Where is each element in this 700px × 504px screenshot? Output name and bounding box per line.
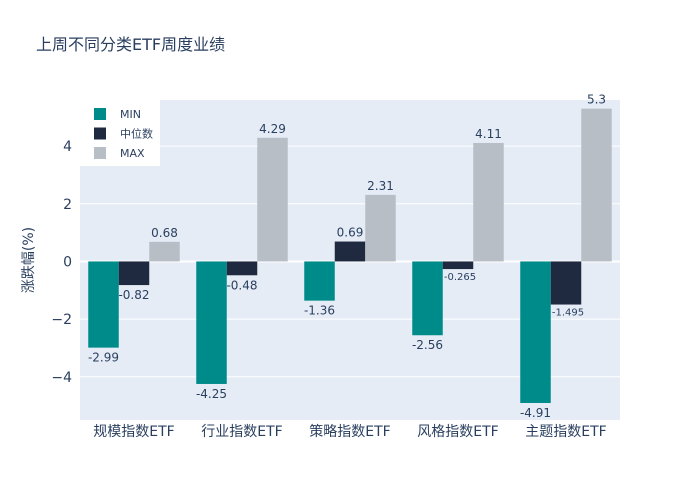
bar[interactable]: [365, 194, 396, 262]
y-tick-label: 4: [63, 139, 72, 155]
legend[interactable]: MIN 中位数 MAX: [80, 100, 160, 166]
x-tick-label: 行业指数ETF: [201, 424, 282, 440]
bar[interactable]: [442, 261, 474, 270]
data-label: -0.48: [226, 278, 257, 292]
bar[interactable]: [412, 261, 443, 336]
y-tick-label: 2: [63, 197, 72, 213]
bar[interactable]: [520, 261, 551, 403]
legend-label: MIN: [120, 108, 141, 121]
data-label: 2.31: [367, 179, 394, 193]
data-label: -1.36: [304, 304, 335, 318]
x-tick-label: 风格指数ETF: [417, 424, 498, 440]
data-label: -4.91: [520, 406, 551, 420]
data-label: -0.82: [118, 288, 149, 302]
legend-label: 中位数: [120, 127, 153, 141]
data-label: -1.495: [552, 308, 584, 319]
data-label: 4.29: [259, 122, 286, 136]
bar[interactable]: [257, 137, 288, 262]
bar[interactable]: [88, 261, 119, 348]
x-ticks-layer: 规模指数ETF 行业指数ETF 策略指数ETF 风格指数ETF 主题指数ETF: [93, 423, 606, 440]
x-tick-label: 主题指数ETF: [525, 424, 606, 440]
y-tick-label: −4: [51, 370, 72, 386]
y-ticks-layer: −4 −2 0 2 4: [51, 139, 72, 386]
data-label: 4.11: [475, 127, 502, 141]
bar[interactable]: [550, 261, 582, 305]
legend-swatch[interactable]: [94, 147, 106, 159]
data-label: -2.99: [88, 351, 119, 365]
data-label: -4.25: [196, 387, 227, 401]
data-label: 0.68: [151, 226, 178, 240]
y-axis-title: 涨跌幅(%): [21, 227, 37, 293]
bars-layer: [88, 108, 612, 403]
legend-swatch[interactable]: [94, 127, 106, 140]
legend-background: [80, 100, 160, 166]
legend-swatch[interactable]: [94, 108, 106, 120]
bar[interactable]: [473, 142, 504, 262]
bar[interactable]: [149, 241, 180, 262]
x-tick-label: 规模指数ETF: [93, 424, 174, 440]
y-tick-label: −2: [51, 312, 72, 328]
bar[interactable]: [226, 261, 258, 276]
legend-label: MAX: [120, 147, 145, 160]
data-label: -0.265: [444, 272, 476, 283]
x-tick-label: 策略指数ETF: [309, 423, 390, 440]
bar[interactable]: [334, 241, 366, 262]
bar[interactable]: [581, 108, 612, 262]
data-label: 5.3: [587, 93, 606, 107]
data-labels-layer: -2.99 -0.82 0.68 -4.25 -0.48 4.29 -1.36 0.69 2.3…: [88, 93, 606, 420]
bar[interactable]: [196, 261, 227, 384]
bar[interactable]: [304, 261, 335, 301]
chart-title: 上周不同分类ETF周度业绩: [36, 35, 225, 54]
bar[interactable]: [118, 261, 150, 286]
data-label: -2.56: [412, 338, 443, 352]
data-label: 0.69: [337, 226, 364, 240]
y-tick-label: 0: [63, 254, 72, 270]
